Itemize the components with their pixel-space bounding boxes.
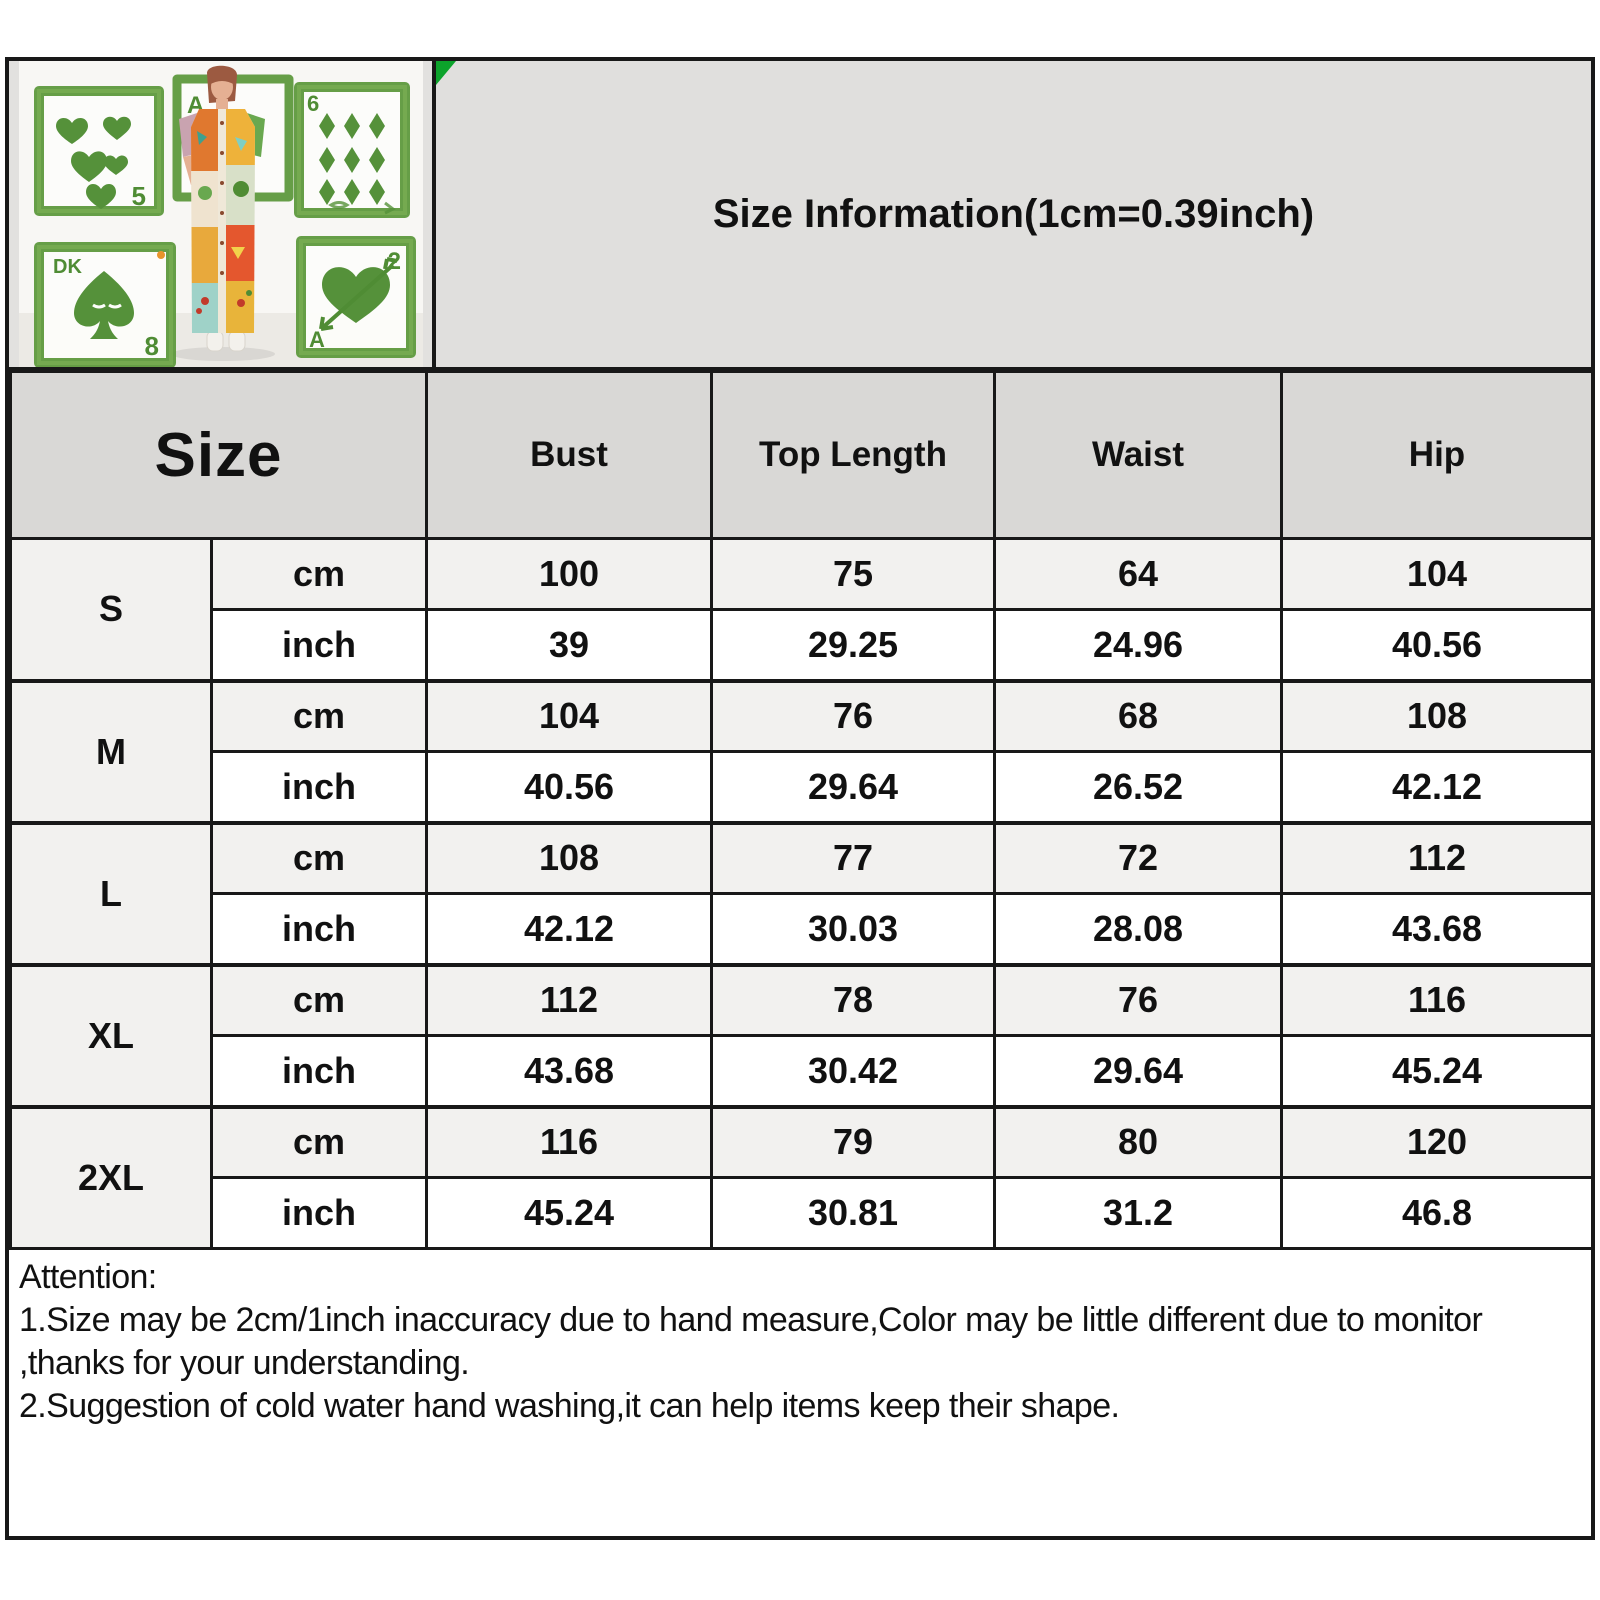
- green-corner-flag-icon: [436, 61, 456, 85]
- unit-label-cm: cm: [210, 678, 428, 753]
- cell-value: 29.64: [993, 1034, 1283, 1108]
- cell-value: 30.03: [710, 892, 996, 966]
- cell-value: 80: [993, 1104, 1283, 1179]
- table-row: inch 40.56 29.64 26.52 42.12: [11, 750, 1594, 824]
- size-label-s: S: [9, 537, 213, 682]
- cell-value: 40.56: [425, 750, 713, 824]
- cell-value: 76: [993, 962, 1283, 1037]
- cell-value: 116: [1280, 962, 1594, 1037]
- unit-label-inch: inch: [210, 750, 428, 824]
- unit-label-inch: inch: [210, 1176, 428, 1250]
- cell-value: 104: [1280, 537, 1594, 611]
- title-cell: Size Information(1cm=0.39inch): [436, 61, 1591, 367]
- cell-value: 28.08: [993, 892, 1283, 966]
- card-corner-dk: DK: [53, 256, 82, 278]
- page-title: Size Information(1cm=0.39inch): [712, 191, 1315, 236]
- cell-value: 31.2: [993, 1176, 1283, 1250]
- table-row: L cm 108 77 72 112: [9, 820, 1594, 966]
- product-photo: 5 A 6: [9, 61, 432, 367]
- table-row: inch 39 29.25 24.96 40.56: [11, 608, 1594, 682]
- cell-value: 42.12: [1280, 750, 1594, 824]
- unit-label-cm: cm: [210, 820, 428, 895]
- table-row: inch 43.68 30.42 29.64 45.24: [11, 1034, 1594, 1108]
- cell-value: 77: [710, 820, 996, 895]
- table-row: inch 45.24 30.81 31.2 46.8: [11, 1176, 1594, 1250]
- card-corner-8: 8: [145, 331, 159, 361]
- column-header-waist: Waist: [993, 370, 1283, 540]
- size-label-l: L: [9, 820, 213, 966]
- cell-value: 120: [1280, 1104, 1594, 1179]
- model-figure: [179, 65, 265, 352]
- attention-line: 2.Suggestion of cold water hand washing,…: [19, 1387, 1120, 1425]
- cell-value: 108: [425, 820, 713, 895]
- playing-card-hearts-5: 5: [34, 86, 164, 216]
- column-header-bust: Bust: [425, 370, 713, 540]
- size-label-xl: XL: [9, 962, 213, 1108]
- cell-value: 78: [710, 962, 996, 1037]
- cell-value: 46.8: [1280, 1176, 1594, 1250]
- cell-value: 24.96: [993, 608, 1283, 682]
- attention-note: Attention: 1.Size may be 2cm/1inch inacc…: [9, 1250, 1591, 1536]
- table-row: 2XL cm 116 79 80 120: [9, 1104, 1594, 1250]
- column-header-size: Size: [9, 370, 428, 540]
- cell-value: 104: [425, 678, 713, 753]
- attention-line: ,thanks for your understanding.: [19, 1344, 470, 1382]
- size-label-m: M: [9, 678, 213, 824]
- size-label-2xl: 2XL: [9, 1104, 213, 1250]
- cell-value: 26.52: [993, 750, 1283, 824]
- cell-value: 42.12: [425, 892, 713, 966]
- cell-value: 45.24: [1280, 1034, 1594, 1108]
- product-photo-cell: 5 A 6: [9, 61, 436, 367]
- card-corner-a2: A: [309, 327, 325, 352]
- cell-value: 29.25: [710, 608, 996, 682]
- playing-card-diamonds-6: 6: [294, 82, 410, 218]
- cell-value: 40.56: [1280, 608, 1594, 682]
- cell-value: 108: [1280, 678, 1594, 753]
- table-header-row: Size Bust Top Length Waist Hip: [9, 370, 1594, 540]
- table-row: inch 42.12 30.03 28.08 43.68: [11, 892, 1594, 966]
- table-row: S cm 100 75 64 104: [9, 537, 1594, 682]
- cell-value: 30.81: [710, 1176, 996, 1250]
- unit-label-inch: inch: [210, 608, 428, 682]
- unit-label-inch: inch: [210, 892, 428, 966]
- cell-value: 112: [1280, 820, 1594, 895]
- cell-value: 75: [710, 537, 996, 611]
- unit-label-cm: cm: [210, 1104, 428, 1179]
- table-row: M cm 104 76 68 108: [9, 678, 1594, 824]
- cell-value: 116: [425, 1104, 713, 1179]
- playing-card-hearts-2: 2 A: [296, 236, 416, 358]
- cell-value: 68: [993, 678, 1283, 753]
- size-chart-sheet: 5 A 6: [5, 57, 1595, 1540]
- cell-value: 43.68: [425, 1034, 713, 1108]
- column-header-top-length: Top Length: [710, 370, 996, 540]
- cell-value: 72: [993, 820, 1283, 895]
- cell-value: 45.24: [425, 1176, 713, 1250]
- cell-value: 79: [710, 1104, 996, 1179]
- cell-value: 112: [425, 962, 713, 1037]
- size-table: Size Bust Top Length Waist Hip S cm 100 …: [9, 370, 1594, 1250]
- cell-value: 64: [993, 537, 1283, 611]
- top-section: 5 A 6: [9, 61, 1591, 370]
- cell-value: 29.64: [710, 750, 996, 824]
- cell-value: 100: [425, 537, 713, 611]
- cell-value: 30.42: [710, 1034, 996, 1108]
- cell-value: 76: [710, 678, 996, 753]
- unit-label-inch: inch: [210, 1034, 428, 1108]
- attention-line: 1.Size may be 2cm/1inch inaccuracy due t…: [19, 1301, 1483, 1339]
- card-corner-6: 6: [307, 91, 319, 116]
- column-header-hip: Hip: [1280, 370, 1594, 540]
- cell-value: 43.68: [1280, 892, 1594, 966]
- attention-heading: Attention:: [19, 1258, 157, 1296]
- card-corner-5: 5: [132, 181, 146, 211]
- unit-label-cm: cm: [210, 537, 428, 611]
- cell-value: 39: [425, 608, 713, 682]
- unit-label-cm: cm: [210, 962, 428, 1037]
- table-row: XL cm 112 78 76 116: [9, 962, 1594, 1108]
- playing-card-spades-8: DK 8: [34, 242, 176, 367]
